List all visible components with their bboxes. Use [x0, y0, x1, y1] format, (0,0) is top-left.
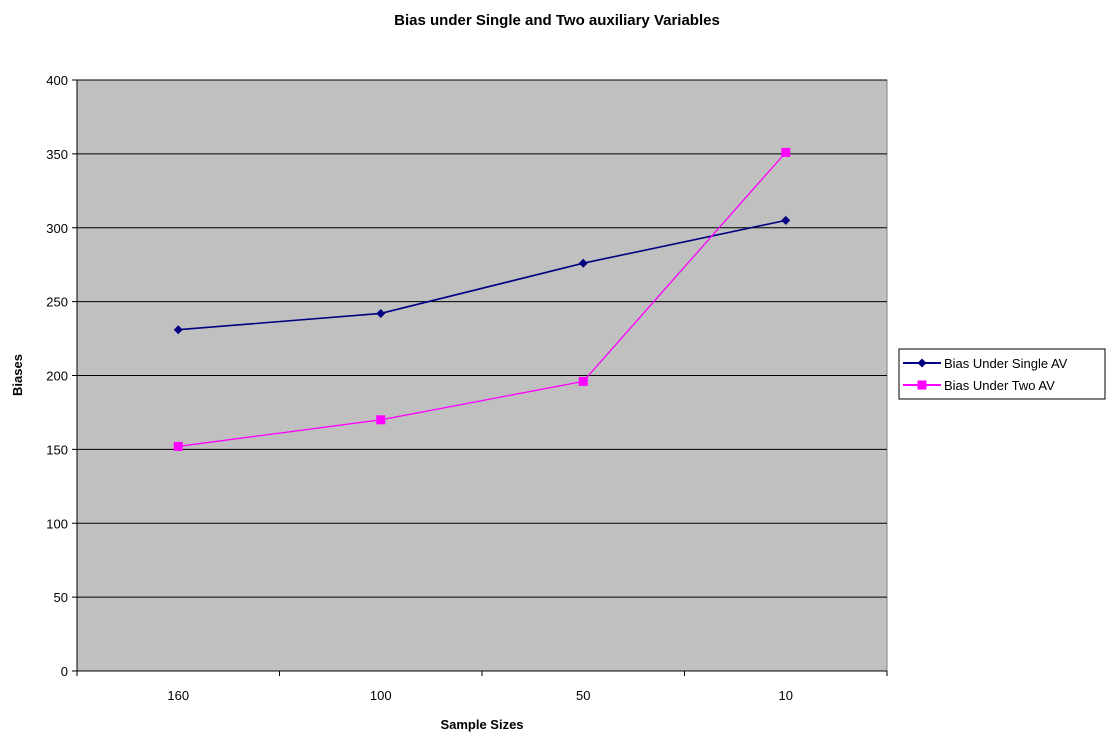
legend-label: Bias Under Single AV: [944, 356, 1068, 371]
y-axis-title: Biases: [10, 354, 25, 396]
legend-item: Bias Under Single AV: [903, 356, 1068, 371]
y-tick-label: 50: [54, 590, 68, 605]
y-tick-label: 150: [46, 442, 68, 457]
legend-item: Bias Under Two AV: [903, 378, 1055, 393]
y-tick-label: 0: [61, 664, 68, 679]
x-axis-ticks: 160 100 50 10: [76, 671, 888, 703]
x-tick-label: 100: [370, 688, 392, 703]
legend-marker: [917, 358, 927, 368]
data-point: [173, 441, 183, 451]
data-point: [376, 415, 386, 425]
y-tick-label: 100: [46, 516, 68, 531]
y-axis-ticks: 0 50 100 150 200 250 300 350 400: [46, 73, 77, 679]
legend-marker: [917, 380, 927, 390]
legend: Bias Under Single AV Bias Under Two AV: [898, 348, 1106, 400]
data-point: [173, 325, 183, 335]
data-point: [578, 376, 588, 386]
series-group: [173, 147, 791, 451]
chart-title: Bias under Single and Two auxiliary Vari…: [394, 12, 720, 29]
y-tick-label: 300: [46, 221, 68, 236]
y-tick-label: 350: [46, 147, 68, 162]
x-tick-label: 160: [167, 688, 189, 703]
x-axis-title: Sample Sizes: [440, 717, 523, 732]
x-tick-label: 50: [576, 688, 590, 703]
series-1: [173, 215, 791, 335]
y-tick-label: 400: [46, 73, 68, 88]
legend-label: Bias Under Two AV: [944, 378, 1055, 393]
series-2: [173, 147, 791, 451]
series-line: [178, 151, 787, 448]
series-line: [178, 219, 786, 331]
x-tick-label: 10: [779, 688, 793, 703]
y-tick-label: 200: [46, 369, 68, 384]
data-point: [376, 308, 386, 318]
data-point: [578, 258, 588, 268]
y-tick-label: 250: [46, 295, 68, 310]
legend-box: [898, 348, 1106, 400]
data-point: [781, 147, 791, 157]
data-point: [781, 215, 791, 225]
